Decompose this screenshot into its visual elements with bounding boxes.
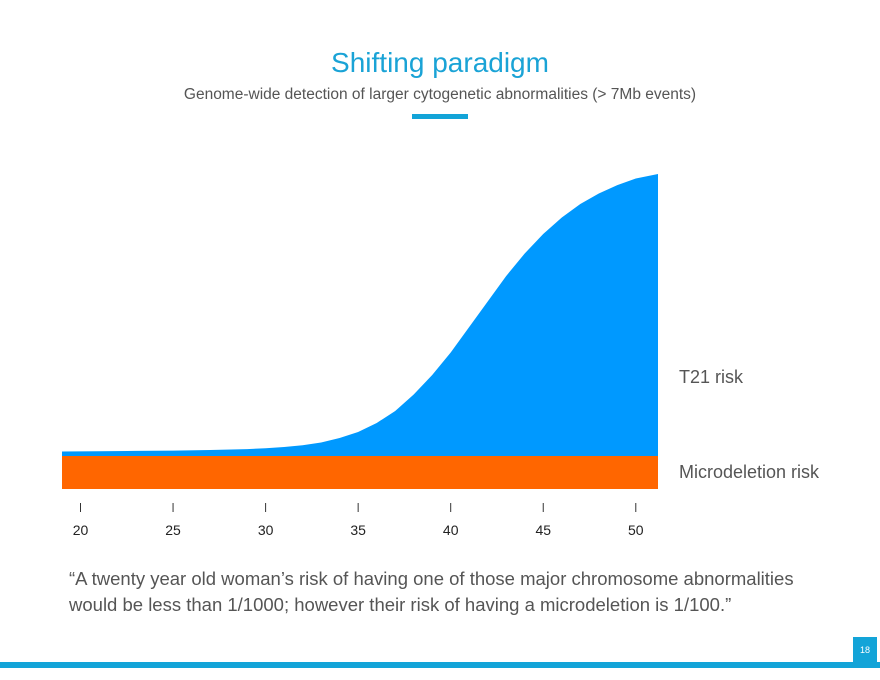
x-tick-label: 50 bbox=[628, 522, 644, 538]
t21-risk-area bbox=[62, 174, 658, 456]
x-tick-label: 40 bbox=[443, 522, 459, 538]
x-axis: 20 25 30 35 40 45 50 bbox=[73, 503, 644, 538]
page-number-badge: 18 bbox=[853, 637, 877, 663]
x-tick-label: 35 bbox=[350, 522, 366, 538]
x-tick-label: 25 bbox=[165, 522, 181, 538]
quote-text: “A twenty year old woman’s risk of havin… bbox=[69, 566, 859, 618]
title-accent-bar bbox=[412, 114, 468, 119]
legend-label-microdeletion: Microdeletion risk bbox=[679, 462, 820, 482]
risk-area-chart: 20 25 30 35 40 45 50 T21 risk Microdeletion ri… bbox=[62, 174, 820, 538]
quote-line-2: would be less than 1/1000; however their… bbox=[69, 594, 732, 615]
x-tick-label: 45 bbox=[535, 522, 551, 538]
legend-label-t21: T21 risk bbox=[679, 367, 744, 387]
footer-bar bbox=[0, 662, 880, 668]
x-tick-label: 20 bbox=[73, 522, 89, 538]
quote-line-1: “A twenty year old woman’s risk of havin… bbox=[69, 568, 794, 589]
page-title: Shifting paradigm bbox=[331, 47, 549, 78]
microdeletion-risk-band bbox=[62, 456, 658, 489]
chart-areas bbox=[62, 174, 658, 489]
page-subtitle: Genome-wide detection of larger cytogene… bbox=[183, 86, 697, 103]
x-tick-label: 30 bbox=[258, 522, 274, 538]
